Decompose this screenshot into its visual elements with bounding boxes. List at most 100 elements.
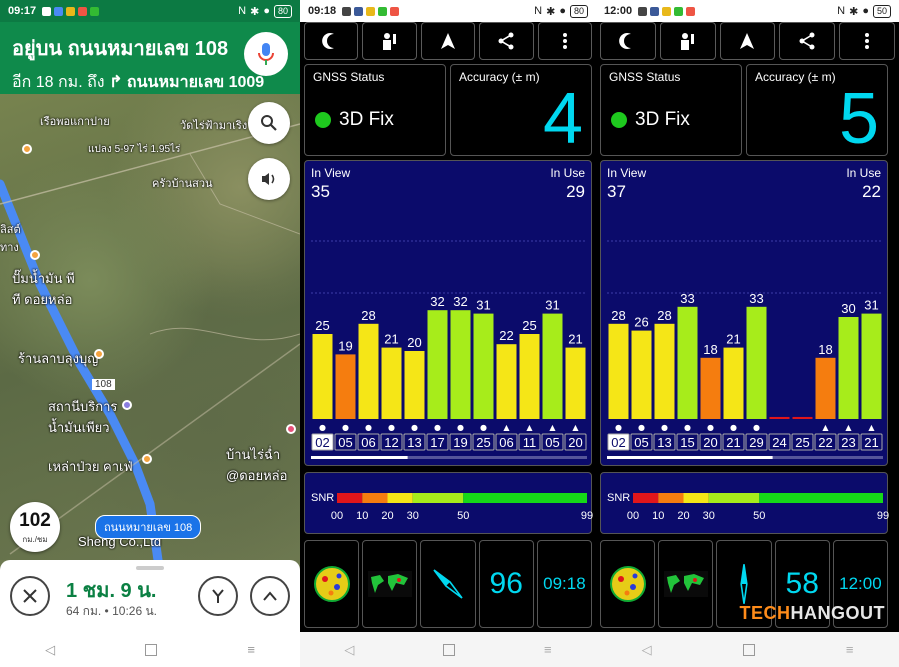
snr-bar xyxy=(654,323,675,419)
compass-widget[interactable] xyxy=(420,540,476,628)
speed-widget[interactable]: 58 xyxy=(774,540,830,628)
constellation-marker: ▲ xyxy=(503,423,510,432)
constellation-marker: ▲ xyxy=(868,423,875,432)
current-street: อยู่บน ถนนหมายเลข 108 xyxy=(12,38,229,60)
exit-navigation-button[interactable] xyxy=(10,576,50,616)
compass-widget[interactable] xyxy=(716,540,772,628)
snr-scale-segment xyxy=(412,493,464,503)
map-label: ครัวบ้านสวน xyxy=(152,178,213,190)
location-icon: ● xyxy=(559,5,566,17)
expand-sheet-button[interactable] xyxy=(250,576,290,616)
sheet-handle[interactable] xyxy=(136,566,164,570)
navigate-button[interactable] xyxy=(719,22,776,60)
fix-status: 3D Fix xyxy=(635,109,690,130)
clock-widget[interactable]: 09:18 xyxy=(536,540,593,628)
overflow-menu-button[interactable] xyxy=(537,22,593,60)
snr-value-label: 31 xyxy=(476,298,490,313)
satellite-prn-label: 21 xyxy=(864,435,878,450)
sky-plot-widget[interactable] xyxy=(600,540,656,628)
home-icon[interactable] xyxy=(145,643,158,656)
prn-box xyxy=(699,433,722,451)
speed-unit: กม./ชม xyxy=(22,535,48,544)
world-map-widget[interactable] xyxy=(658,540,714,628)
clock-widget[interactable]: 12:00 xyxy=(832,540,889,628)
navigation-arrow-icon xyxy=(740,33,755,49)
snr-scale-segment xyxy=(633,493,659,503)
settings-button[interactable] xyxy=(362,22,417,60)
signal-strength-card[interactable]: In View 37 In Use 22 28 ● 02 26 ● 05 28 ● 13 33 ● 1… xyxy=(600,160,888,466)
back-icon[interactable]: ◁ xyxy=(641,641,652,657)
gnss-status-title: GNSS Status xyxy=(609,70,681,84)
prn-box xyxy=(449,433,472,451)
snr-tick-label: 30 xyxy=(407,510,419,522)
android-nav-bar: ◁ ≡ xyxy=(0,632,300,667)
home-icon[interactable] xyxy=(443,643,456,656)
night-mode-button[interactable] xyxy=(600,22,656,60)
sky-plot-widget[interactable] xyxy=(304,540,360,628)
next-turn: อีก 18 กม. ถึง ↱ ถนนหมายเลข 1009 xyxy=(12,70,288,95)
snr-value-label: 20 xyxy=(407,335,421,350)
search-button[interactable] xyxy=(248,102,290,144)
night-mode-button[interactable] xyxy=(304,22,359,60)
photos-icon xyxy=(366,6,376,16)
signal-icon xyxy=(638,6,648,16)
satellite-map[interactable]: เรือพอแกาปาย วัดไร่ฟ้ามาเริง แปลง 5-97 ไ… xyxy=(0,94,300,560)
prn-box xyxy=(403,433,426,451)
eta-details: 64 กม. • 10:26 น. xyxy=(66,602,157,621)
recents-icon[interactable]: ≡ xyxy=(543,642,552,657)
constellation-marker: ▲ xyxy=(822,423,829,432)
current-road-label: ถนนหมายเลข 108 xyxy=(95,515,202,539)
constellation-marker: ● xyxy=(684,423,691,432)
share-button[interactable] xyxy=(479,22,534,60)
poi-pin[interactable] xyxy=(30,250,40,260)
status-bar: 12:00 N ✱ ● 50 xyxy=(596,0,899,22)
poi-pin[interactable] xyxy=(122,400,132,410)
snr-scale-segment xyxy=(387,493,413,503)
snr-tick-label: 10 xyxy=(652,510,664,522)
poi-pin[interactable] xyxy=(94,349,104,359)
maps-icon xyxy=(90,6,100,16)
speed-widget[interactable]: 96 xyxy=(478,540,534,628)
world-map-icon xyxy=(367,571,412,597)
sound-button[interactable] xyxy=(248,158,290,200)
world-map-widget[interactable] xyxy=(362,540,418,628)
bluetooth-icon: ✱ xyxy=(546,5,556,18)
snr-scale-label: SNR xyxy=(607,492,630,504)
bottom-widgets: 58 12:00 xyxy=(600,540,889,628)
facebook-icon xyxy=(54,6,64,16)
snr-bar xyxy=(496,344,517,419)
prn-box xyxy=(630,433,653,451)
gps-phone-2: 12:00 N ✱ ● 50 GNS xyxy=(596,0,899,667)
back-icon[interactable]: ◁ xyxy=(45,641,56,657)
signal-strength-card[interactable]: In View 35 In Use 29 25 ● 02 19 ● 05 28 ● 06 21 ● 1… xyxy=(304,160,592,466)
share-button[interactable] xyxy=(779,22,836,60)
speed-value: 58 xyxy=(785,567,819,600)
more-vert-icon xyxy=(562,33,567,49)
recents-icon[interactable]: ≡ xyxy=(845,642,854,657)
poi-pin[interactable] xyxy=(142,454,152,464)
facebook-icon xyxy=(650,6,660,16)
voice-search-button[interactable] xyxy=(244,32,288,76)
satellite-prn-label: 05 xyxy=(634,435,648,450)
snr-value-label: 22 xyxy=(499,328,513,343)
home-icon[interactable] xyxy=(742,643,755,656)
route-shield: 108 xyxy=(92,379,115,390)
poi-pin[interactable] xyxy=(22,144,32,154)
navigation-header[interactable]: อยู่บน ถนนหมายเลข 108 อีก 18 กม. ถึง ↱ ถ… xyxy=(0,22,300,94)
satellite-prn-label: 05 xyxy=(545,435,559,450)
poi-pin[interactable] xyxy=(286,424,296,434)
back-icon[interactable]: ◁ xyxy=(344,641,355,657)
status-time: 09:17 xyxy=(8,5,37,17)
snr-scale-segment xyxy=(759,493,883,503)
fix-indicator-icon xyxy=(315,112,331,128)
overflow-menu-button[interactable] xyxy=(839,22,895,60)
status-time: 09:18 xyxy=(308,5,337,17)
settings-button[interactable] xyxy=(659,22,716,60)
satellite-prn-label: 02 xyxy=(611,435,625,450)
alternate-routes-button[interactable] xyxy=(198,576,238,616)
trip-sheet[interactable]: 1 ชม. 9 น. 64 กม. • 10:26 น. xyxy=(0,560,300,632)
satellite-prn-label: 25 xyxy=(795,435,809,450)
navigate-button[interactable] xyxy=(420,22,476,60)
recents-icon[interactable]: ≡ xyxy=(247,642,255,657)
gnss-status-card: GNSS Status 3D Fix xyxy=(304,64,446,156)
